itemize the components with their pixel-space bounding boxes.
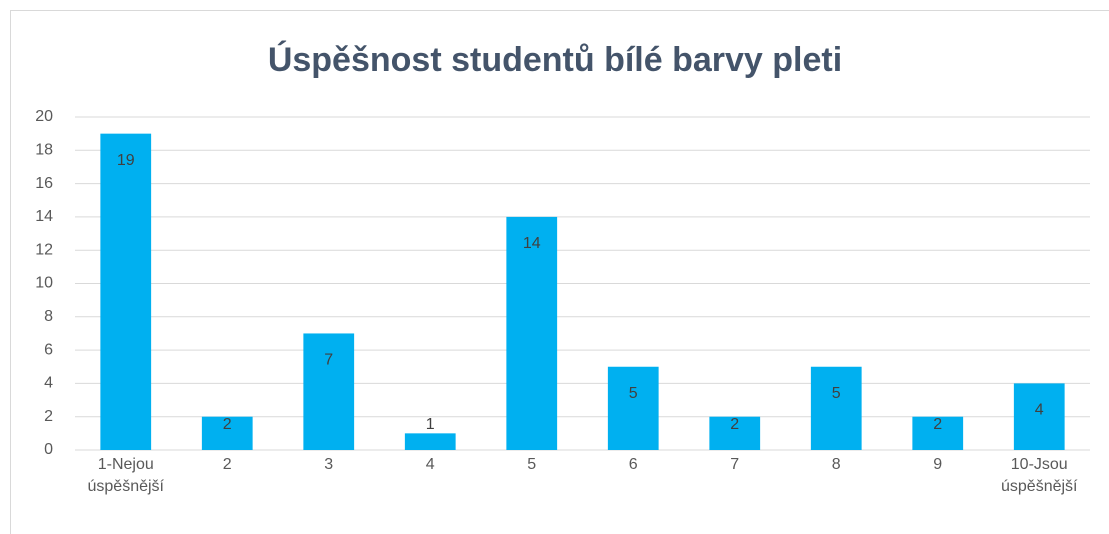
bar	[201, 416, 253, 450]
bar	[607, 366, 659, 450]
data-label: 4	[1035, 402, 1044, 419]
y-tick-label: 14	[35, 208, 53, 225]
x-tick-label: 1-Nejou úspěšnější	[87, 456, 165, 495]
y-tick-label: 10	[35, 275, 53, 292]
data-label: 7	[324, 352, 333, 369]
bar	[912, 416, 964, 450]
y-tick-label: 0	[44, 441, 53, 458]
bar	[1013, 383, 1065, 450]
x-tick-label: 7	[730, 456, 740, 473]
data-label: 1	[426, 416, 435, 433]
x-tick-label: 2	[222, 456, 232, 473]
y-tick-label: 6	[44, 341, 53, 358]
data-label: 5	[832, 385, 841, 402]
bar	[404, 433, 456, 450]
y-tick-label: 18	[35, 142, 53, 159]
y-tick-label: 4	[44, 375, 53, 392]
bar	[506, 216, 558, 450]
bar	[810, 366, 862, 450]
y-tick-label: 2	[44, 408, 53, 425]
data-label: 2	[223, 416, 232, 433]
y-tick-label: 12	[35, 241, 53, 258]
x-tick-label: 9	[933, 456, 943, 473]
y-tick-label: 16	[35, 175, 53, 192]
x-tick-label: 8	[831, 456, 841, 473]
data-label: 14	[523, 235, 541, 252]
x-tick-label: 5	[527, 456, 537, 473]
x-tick-label: 3	[324, 456, 334, 473]
data-label: 2	[730, 416, 739, 433]
x-tick-label: 4	[425, 456, 435, 473]
bar	[303, 333, 355, 450]
data-label: 2	[933, 416, 942, 433]
bar	[100, 133, 152, 450]
data-label: 19	[117, 152, 135, 169]
bar	[709, 416, 761, 450]
data-label: 5	[629, 385, 638, 402]
x-tick-label: 10-Jsou úspěšnější	[1001, 456, 1078, 495]
x-tick-label: 6	[628, 456, 638, 473]
y-tick-label: 8	[44, 308, 53, 325]
chart-title: Úspěšnost studentů bílé barvy pleti	[268, 41, 842, 79]
y-tick-label: 20	[35, 108, 53, 125]
